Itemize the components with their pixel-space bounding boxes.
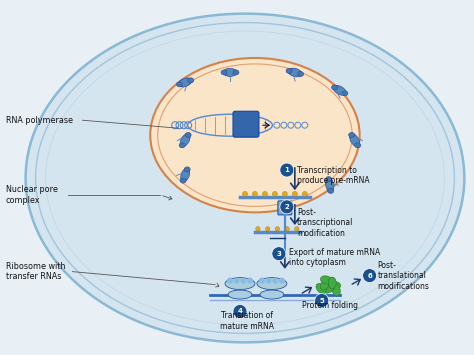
Circle shape [285, 226, 289, 231]
Ellipse shape [233, 70, 239, 75]
Circle shape [265, 226, 270, 231]
Ellipse shape [332, 284, 340, 296]
Ellipse shape [150, 58, 360, 212]
Circle shape [247, 278, 253, 284]
Ellipse shape [350, 134, 360, 147]
Text: Transcription to
produce pre-mRNA: Transcription to produce pre-mRNA [297, 166, 369, 185]
Ellipse shape [221, 70, 227, 75]
Circle shape [273, 191, 277, 196]
Circle shape [256, 226, 260, 231]
Circle shape [302, 191, 307, 196]
Text: 1: 1 [284, 167, 289, 173]
Ellipse shape [185, 132, 191, 137]
Ellipse shape [320, 279, 329, 290]
FancyBboxPatch shape [233, 111, 259, 137]
Text: Post-
translational
modifications: Post- translational modifications [378, 261, 429, 290]
Ellipse shape [181, 168, 190, 182]
Ellipse shape [188, 78, 194, 83]
Text: Nuclear pore
complex: Nuclear pore complex [6, 185, 57, 204]
Ellipse shape [323, 284, 335, 293]
Circle shape [233, 305, 247, 318]
Circle shape [263, 191, 267, 196]
Ellipse shape [326, 176, 332, 181]
Ellipse shape [342, 91, 348, 96]
Ellipse shape [328, 277, 336, 289]
Ellipse shape [178, 78, 192, 87]
Ellipse shape [225, 278, 255, 290]
Ellipse shape [316, 284, 326, 294]
Circle shape [283, 191, 287, 196]
Circle shape [259, 278, 265, 284]
Circle shape [234, 278, 240, 284]
Ellipse shape [328, 189, 334, 193]
Ellipse shape [333, 86, 346, 95]
Text: Translation of
mature mRNA: Translation of mature mRNA [220, 311, 274, 331]
Text: Post-
transcriptional
modification: Post- transcriptional modification [297, 208, 353, 238]
Circle shape [272, 247, 286, 261]
Ellipse shape [184, 167, 190, 172]
Circle shape [265, 278, 272, 284]
Circle shape [227, 278, 233, 284]
Text: Protein folding: Protein folding [302, 301, 358, 310]
Ellipse shape [179, 143, 185, 148]
Text: 5: 5 [319, 297, 324, 304]
Ellipse shape [260, 290, 284, 299]
Circle shape [292, 191, 297, 196]
Circle shape [295, 226, 299, 231]
Circle shape [280, 163, 294, 177]
Circle shape [280, 200, 294, 214]
Text: 6: 6 [367, 273, 372, 279]
Text: 3: 3 [276, 251, 281, 257]
Ellipse shape [288, 68, 301, 77]
Ellipse shape [223, 69, 237, 76]
Text: 2: 2 [284, 204, 289, 210]
Text: 4: 4 [237, 308, 243, 315]
Circle shape [363, 269, 376, 283]
Ellipse shape [257, 278, 287, 290]
Ellipse shape [355, 143, 361, 148]
Circle shape [253, 191, 257, 196]
Circle shape [315, 294, 329, 307]
Ellipse shape [180, 134, 190, 147]
Circle shape [243, 191, 247, 196]
Ellipse shape [26, 13, 465, 342]
Text: Ribosome with
transfer RNAs: Ribosome with transfer RNAs [6, 262, 65, 281]
Ellipse shape [228, 290, 252, 299]
Circle shape [275, 226, 280, 231]
Ellipse shape [176, 82, 182, 87]
Ellipse shape [326, 178, 334, 192]
Ellipse shape [298, 71, 304, 76]
FancyBboxPatch shape [278, 201, 292, 215]
Circle shape [272, 278, 278, 284]
Circle shape [240, 278, 246, 284]
Ellipse shape [329, 282, 341, 290]
Ellipse shape [349, 132, 355, 137]
Text: RNA polymerase: RNA polymerase [6, 116, 73, 125]
Ellipse shape [180, 178, 186, 183]
Circle shape [279, 278, 285, 284]
Ellipse shape [320, 276, 332, 284]
Ellipse shape [331, 85, 337, 90]
Ellipse shape [286, 69, 292, 73]
Text: Export of mature mRNA
into cytoplasm: Export of mature mRNA into cytoplasm [289, 248, 380, 267]
